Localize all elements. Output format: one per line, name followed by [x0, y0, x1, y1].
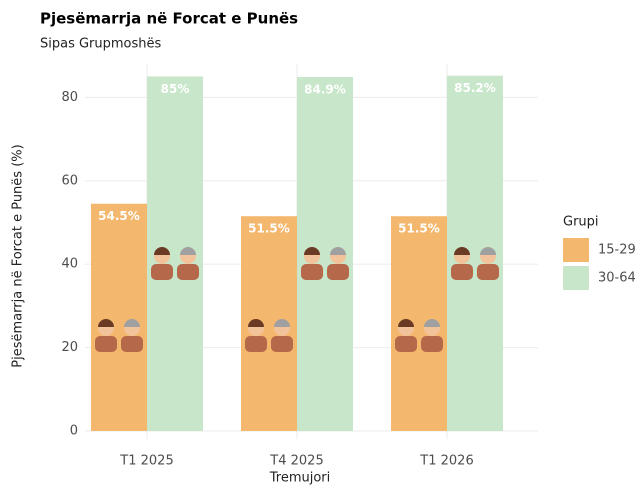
person-icon: [95, 319, 117, 352]
person-hair: [154, 247, 170, 255]
person-body: [477, 264, 499, 280]
person-hair: [304, 247, 320, 255]
person-body: [245, 336, 267, 352]
person-icon: [151, 247, 173, 280]
person-icon: [121, 319, 143, 352]
chart-title: Pjesëmarrja në Forcat e Punës: [40, 10, 298, 28]
value-label: 51.5%: [398, 222, 440, 236]
person-icon: [395, 319, 417, 352]
value-label: 51.5%: [248, 222, 290, 236]
person-body: [421, 336, 443, 352]
person-hair: [330, 247, 346, 255]
person-body: [451, 264, 473, 280]
chart-subtitle: Sipas Grupmoshës: [40, 37, 162, 52]
person-body: [271, 336, 293, 352]
person-hair: [124, 319, 140, 327]
person-icon: [477, 247, 499, 280]
x-axis-title: Tremujori: [269, 471, 331, 486]
person-hair: [424, 319, 440, 327]
person-body: [327, 264, 349, 280]
legend-swatch: [563, 238, 589, 262]
person-icon: [301, 247, 323, 280]
person-body: [151, 264, 173, 280]
person-hair: [98, 319, 114, 327]
legend-title: Grupi: [563, 215, 599, 230]
person-icon: [177, 247, 199, 280]
person-body: [95, 336, 117, 352]
y-axis-title: Pjesëmarrja në Forcat e Punës (%): [11, 144, 26, 367]
person-hair: [454, 247, 470, 255]
person-icon: [245, 319, 267, 352]
person-body: [121, 336, 143, 352]
person-icon: [421, 319, 443, 352]
person-hair: [274, 319, 290, 327]
x-tick-label: T1 2025: [119, 454, 173, 469]
value-label: 84.9%: [304, 82, 346, 96]
person-hair: [480, 247, 496, 255]
person-icon: [271, 319, 293, 352]
y-tick-label: 40: [61, 257, 78, 272]
x-tick-label: T4 2025: [269, 454, 323, 469]
y-tick-label: 80: [61, 90, 78, 105]
person-body: [177, 264, 199, 280]
value-label: 85%: [161, 82, 190, 96]
y-tick-label: 60: [61, 173, 78, 188]
person-icon: [327, 247, 349, 280]
legend-swatch: [563, 266, 589, 290]
legend-label: 30-64: [598, 271, 636, 286]
y-tick-label: 0: [70, 424, 78, 439]
x-tick-label: T1 2026: [419, 454, 473, 469]
bar: [91, 203, 147, 431]
legend-label: 15-29: [598, 243, 636, 258]
person-hair: [398, 319, 414, 327]
person-icon: [451, 247, 473, 280]
person-hair: [180, 247, 196, 255]
value-label: 54.5%: [98, 209, 140, 223]
value-label: 85.2%: [454, 81, 496, 95]
y-tick-label: 20: [61, 340, 78, 355]
person-hair: [248, 319, 264, 327]
person-body: [301, 264, 323, 280]
person-body: [395, 336, 417, 352]
